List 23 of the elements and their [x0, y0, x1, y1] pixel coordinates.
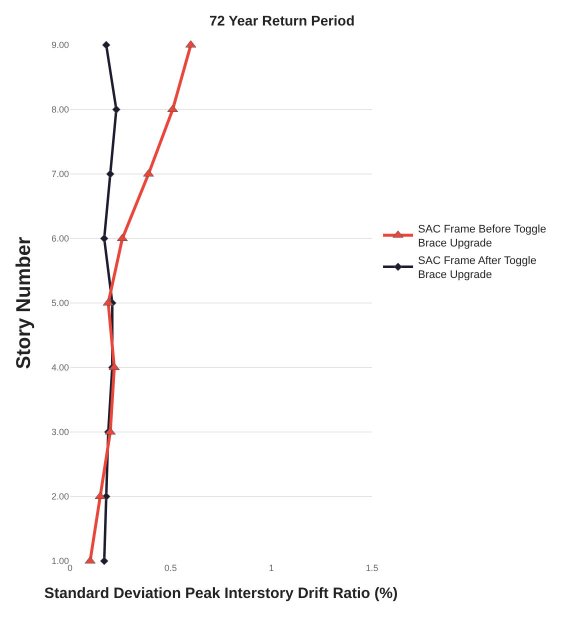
y-tick-label: 7.00 — [51, 169, 69, 180]
y-tick-label: 2.00 — [51, 492, 69, 502]
y-tick-label: 9.00 — [51, 40, 69, 50]
y-tick-label: 4.00 — [51, 362, 69, 373]
x-axis-title: Standard Deviation Peak Interstory Drift Ratio (%) — [44, 585, 398, 602]
x-tick-label: 1 — [268, 563, 274, 573]
y-tick-label: 6.00 — [51, 234, 69, 244]
legend-label: SAC Frame After Toggle Brace Upgrade — [418, 254, 536, 282]
point — [100, 234, 108, 243]
point — [102, 40, 110, 50]
x-tick-label: 1.5 — [366, 563, 378, 573]
y-tick-label: 8.00 — [51, 104, 69, 115]
point — [112, 105, 120, 114]
x-tick-label: 0 — [67, 563, 73, 573]
point — [100, 556, 108, 566]
y-tick-label: 3.00 — [51, 427, 69, 438]
chart-title: 72 Year Return Period — [209, 12, 355, 28]
x-tick-label: 0.5 — [164, 563, 177, 573]
y-tick-label: 5.00 — [51, 298, 69, 308]
y-tick-label: 1.00 — [51, 556, 69, 566]
point — [106, 170, 114, 178]
y-axis-title: Story Number — [12, 236, 35, 370]
legend-label: SAC Frame Before Toggle Brace Upgrade — [418, 223, 546, 250]
